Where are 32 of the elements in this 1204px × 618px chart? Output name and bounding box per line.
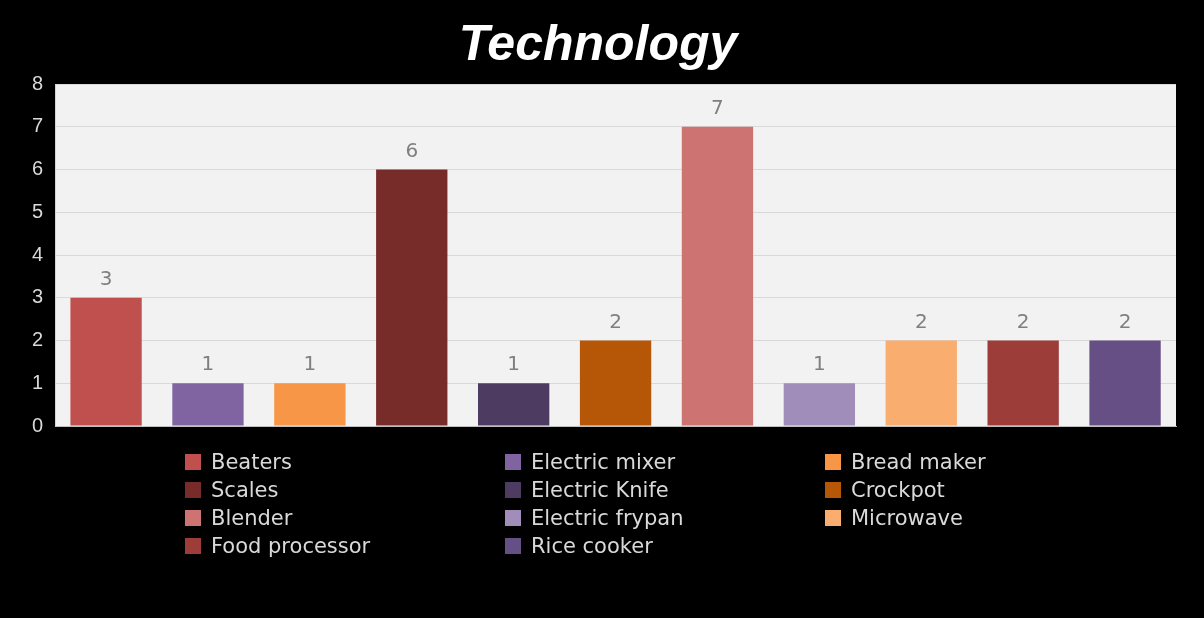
legend-label: Microwave [851,506,963,530]
y-tick-label: 2 [32,328,44,351]
data-label: 7 [711,94,724,119]
legend-label: Rice cooker [531,534,653,558]
legend-label: Bread maker [851,450,986,474]
legend-label: Electric Knife [531,478,669,502]
data-label: 2 [1118,308,1132,333]
legend-label: Food processor [211,534,371,558]
legend-label: Blender [211,506,293,530]
data-label: 2 [1016,308,1030,333]
y-tick-label: 0 [32,413,44,436]
legend-label: Beaters [211,450,292,474]
y-tick-label: 8 [32,71,44,94]
legend-label: Scales [211,478,279,502]
data-label: 1 [507,351,521,376]
data-label: 1 [812,351,826,376]
data-label: 6 [405,137,419,162]
data-label: 1 [303,351,317,376]
y-tick-label: 6 [32,157,44,180]
y-tick-label: 3 [32,285,44,308]
y-tick-label: 1 [32,370,44,393]
data-label: 1 [201,351,215,376]
y-tick-label: 4 [32,242,44,265]
data-label: 2 [609,308,622,333]
data-label: 2 [914,308,928,333]
y-tick-label: 7 [32,114,44,137]
data-label: 3 [99,265,113,290]
chart-title: Technology [458,14,740,71]
legend-label: Electric frypan [531,506,684,530]
y-tick-label: 5 [32,199,44,222]
legend-label: Electric mixer [531,450,676,474]
legend-label: Crockpot [851,478,945,502]
